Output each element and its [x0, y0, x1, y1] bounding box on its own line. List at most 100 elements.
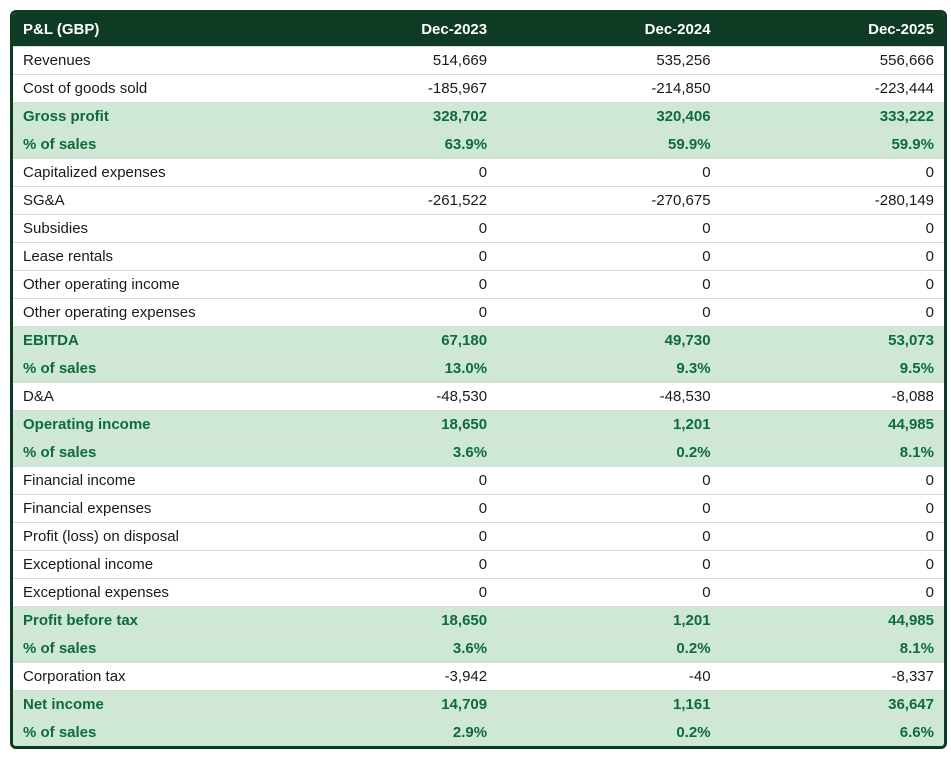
- row-value: -48,530: [497, 383, 720, 411]
- row-value: 0: [497, 215, 720, 243]
- table-row: Operating income18,6501,20144,985: [13, 411, 944, 439]
- row-label: Corporation tax: [13, 663, 274, 691]
- row-label: Financial income: [13, 467, 274, 495]
- row-value: 0: [497, 243, 720, 271]
- table-body: Revenues514,669535,256556,666Cost of goo…: [13, 47, 944, 747]
- row-value: 44,985: [721, 411, 944, 439]
- row-value: 0: [274, 159, 497, 187]
- row-value: -8,337: [721, 663, 944, 691]
- row-label: Lease rentals: [13, 243, 274, 271]
- row-value: 514,669: [274, 47, 497, 75]
- row-value: -280,149: [721, 187, 944, 215]
- col-header-period: Dec-2023: [274, 13, 497, 47]
- table-row: Capitalized expenses000: [13, 159, 944, 187]
- row-label: Profit before tax: [13, 607, 274, 635]
- row-label: Gross profit: [13, 103, 274, 131]
- row-value: 0: [274, 551, 497, 579]
- row-value: 0: [721, 159, 944, 187]
- row-value: 0: [497, 159, 720, 187]
- row-value: 49,730: [497, 327, 720, 355]
- row-value: 556,666: [721, 47, 944, 75]
- row-value: 36,647: [721, 691, 944, 719]
- row-value: -261,522: [274, 187, 497, 215]
- pl-table-container: P&L (GBP) Dec-2023 Dec-2024 Dec-2025 Rev…: [10, 10, 947, 749]
- row-value: 333,222: [721, 103, 944, 131]
- row-value: -270,675: [497, 187, 720, 215]
- row-value: 53,073: [721, 327, 944, 355]
- row-value: 0: [274, 523, 497, 551]
- table-row: Exceptional income000: [13, 551, 944, 579]
- row-value: -185,967: [274, 75, 497, 103]
- table-row: Financial income000: [13, 467, 944, 495]
- row-value: 0: [721, 523, 944, 551]
- row-value: 0: [497, 551, 720, 579]
- row-value: 0: [274, 495, 497, 523]
- row-value: 9.5%: [721, 355, 944, 383]
- pl-table: P&L (GBP) Dec-2023 Dec-2024 Dec-2025 Rev…: [13, 13, 944, 746]
- row-value: 320,406: [497, 103, 720, 131]
- row-label: Financial expenses: [13, 495, 274, 523]
- row-value: 0: [497, 579, 720, 607]
- row-value: -8,088: [721, 383, 944, 411]
- table-row: Lease rentals000: [13, 243, 944, 271]
- row-value: 1,201: [497, 411, 720, 439]
- row-value: 0: [721, 467, 944, 495]
- row-value: 0: [274, 467, 497, 495]
- table-row: % of sales3.6%0.2%8.1%: [13, 635, 944, 663]
- row-value: 0: [721, 243, 944, 271]
- row-value: 535,256: [497, 47, 720, 75]
- row-value: -40: [497, 663, 720, 691]
- row-value: 0: [721, 299, 944, 327]
- table-row: Exceptional expenses000: [13, 579, 944, 607]
- row-value: -48,530: [274, 383, 497, 411]
- row-label: Profit (loss) on disposal: [13, 523, 274, 551]
- table-row: EBITDA67,18049,73053,073: [13, 327, 944, 355]
- table-row: % of sales13.0%9.3%9.5%: [13, 355, 944, 383]
- table-row: Financial expenses000: [13, 495, 944, 523]
- row-value: 0.2%: [497, 635, 720, 663]
- row-label: Revenues: [13, 47, 274, 75]
- row-value: 0: [274, 243, 497, 271]
- row-label: Operating income: [13, 411, 274, 439]
- row-label: % of sales: [13, 439, 274, 467]
- row-value: 0: [497, 467, 720, 495]
- row-value: 0: [721, 271, 944, 299]
- table-row: Other operating expenses000: [13, 299, 944, 327]
- col-header-period: Dec-2025: [721, 13, 944, 47]
- row-label: Exceptional income: [13, 551, 274, 579]
- row-value: 1,161: [497, 691, 720, 719]
- row-value: 18,650: [274, 411, 497, 439]
- table-row: Net income14,7091,16136,647: [13, 691, 944, 719]
- row-value: 0: [274, 579, 497, 607]
- row-label: Other operating income: [13, 271, 274, 299]
- row-value: 13.0%: [274, 355, 497, 383]
- table-row: % of sales63.9%59.9%59.9%: [13, 131, 944, 159]
- row-value: 0: [274, 215, 497, 243]
- row-value: 14,709: [274, 691, 497, 719]
- row-value: 59.9%: [497, 131, 720, 159]
- row-value: 328,702: [274, 103, 497, 131]
- table-row: % of sales3.6%0.2%8.1%: [13, 439, 944, 467]
- row-value: 44,985: [721, 607, 944, 635]
- row-label: EBITDA: [13, 327, 274, 355]
- row-label: D&A: [13, 383, 274, 411]
- table-row: Cost of goods sold-185,967-214,850-223,4…: [13, 75, 944, 103]
- row-label: Subsidies: [13, 215, 274, 243]
- table-row: Profit (loss) on disposal000: [13, 523, 944, 551]
- row-value: -3,942: [274, 663, 497, 691]
- row-value: 0: [497, 523, 720, 551]
- col-header-period: Dec-2024: [497, 13, 720, 47]
- table-row: Gross profit328,702320,406333,222: [13, 103, 944, 131]
- row-value: -223,444: [721, 75, 944, 103]
- row-value: 0: [497, 495, 720, 523]
- row-value: 3.6%: [274, 635, 497, 663]
- row-label: Other operating expenses: [13, 299, 274, 327]
- row-label: Exceptional expenses: [13, 579, 274, 607]
- row-value: 0: [274, 299, 497, 327]
- row-label: Net income: [13, 691, 274, 719]
- row-value: 0: [721, 551, 944, 579]
- row-value: 0.2%: [497, 439, 720, 467]
- row-value: 1,201: [497, 607, 720, 635]
- row-value: 0: [721, 495, 944, 523]
- col-header-label: P&L (GBP): [13, 13, 274, 47]
